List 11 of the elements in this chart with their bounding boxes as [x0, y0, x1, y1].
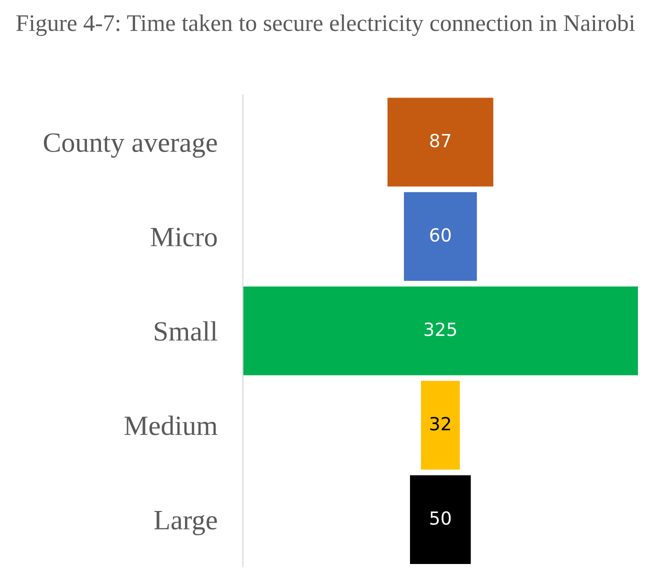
text: Figure 4-7: Time taken to secure electricity connection in Nairobi — [16, 14, 635, 36]
data-label: 60 — [430, 228, 451, 242]
category-label: Small — [154, 321, 218, 341]
data-label: 325 — [424, 322, 456, 336]
data-label: 32 — [430, 416, 450, 431]
category-label: Large — [154, 511, 217, 536]
category-label: Medium — [124, 416, 218, 436]
data-label: 50 — [430, 511, 451, 525]
data-label: 87 — [430, 134, 450, 148]
category-label: Micro — [150, 228, 217, 246]
category-label: County average — [44, 133, 217, 158]
